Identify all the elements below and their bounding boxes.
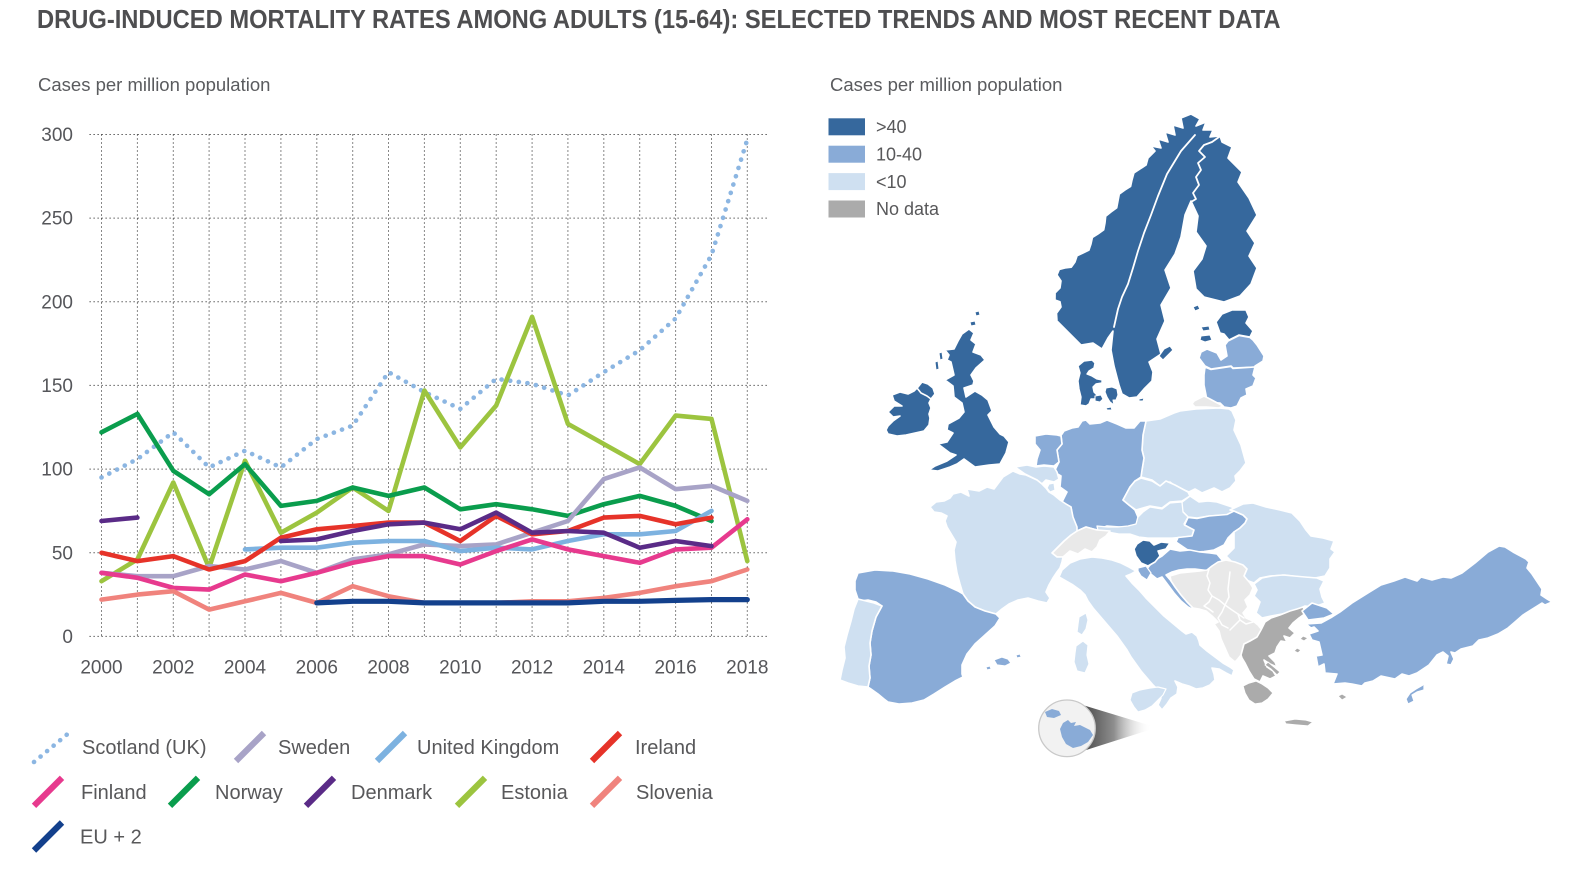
- svg-text:10-40: 10-40: [876, 144, 922, 164]
- svg-text:2006: 2006: [296, 658, 338, 679]
- svg-text:250: 250: [41, 209, 73, 230]
- svg-text:EU + 2: EU + 2: [80, 827, 142, 849]
- svg-text:Ireland: Ireland: [635, 737, 696, 759]
- svg-text:300: 300: [41, 125, 73, 146]
- svg-text:2000: 2000: [80, 658, 122, 679]
- svg-text:No data: No data: [876, 199, 940, 219]
- svg-text:Scotland (UK): Scotland (UK): [82, 737, 207, 759]
- svg-text:2012: 2012: [511, 658, 553, 679]
- svg-text:<10: <10: [876, 172, 907, 192]
- svg-text:2010: 2010: [439, 658, 481, 679]
- svg-text:2002: 2002: [152, 658, 194, 679]
- svg-text:50: 50: [52, 543, 73, 564]
- svg-text:Denmark: Denmark: [351, 782, 433, 804]
- svg-text:Finland: Finland: [81, 782, 147, 804]
- svg-text:>40: >40: [876, 117, 907, 137]
- svg-text:Estonia: Estonia: [501, 782, 569, 804]
- svg-text:100: 100: [41, 460, 73, 481]
- svg-text:United Kingdom: United Kingdom: [417, 737, 559, 759]
- svg-text:Sweden: Sweden: [278, 737, 350, 759]
- svg-text:Slovenia: Slovenia: [636, 782, 714, 804]
- svg-text:2016: 2016: [654, 658, 696, 679]
- svg-text:150: 150: [41, 376, 73, 397]
- svg-text:2004: 2004: [224, 658, 267, 679]
- svg-text:Norway: Norway: [215, 782, 283, 804]
- svg-text:0: 0: [62, 627, 73, 648]
- svg-text:2008: 2008: [367, 658, 409, 679]
- svg-text:200: 200: [41, 292, 73, 313]
- svg-text:2018: 2018: [726, 658, 768, 679]
- svg-text:2014: 2014: [583, 658, 626, 679]
